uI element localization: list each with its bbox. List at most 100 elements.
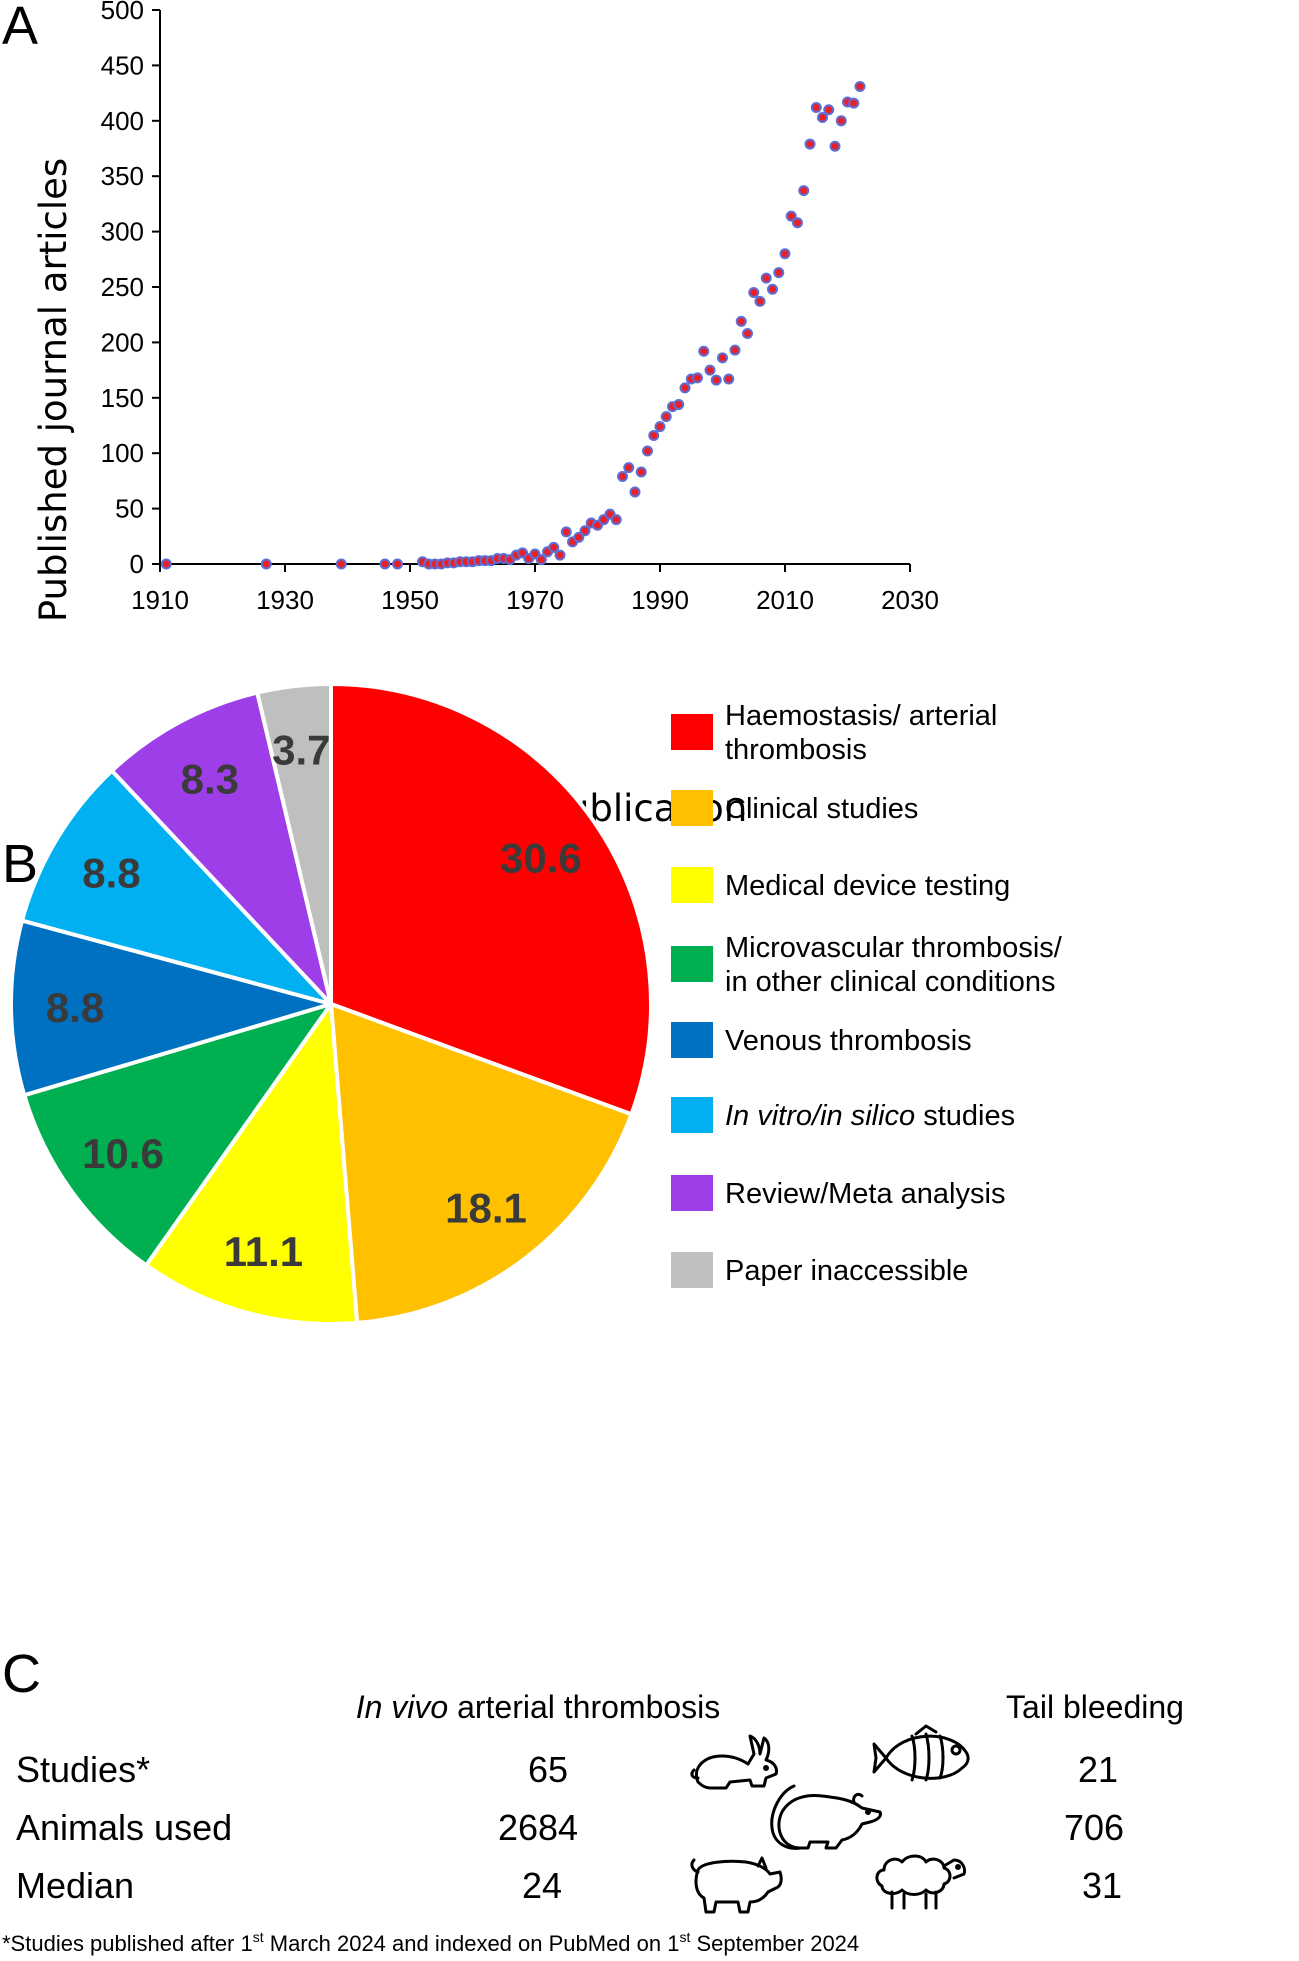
pie-slice <box>329 1002 634 1325</box>
y-tick-label: 500 <box>101 0 144 25</box>
row-value-studies-in-vivo: 65 <box>528 1749 568 1790</box>
data-point <box>717 352 728 364</box>
pig-icon <box>690 1856 783 1914</box>
column-header-in-vivo-italic: In vivo <box>356 1689 457 1725</box>
row-value-studies-tail: 21 <box>1078 1749 1118 1790</box>
data-point <box>729 344 741 356</box>
y-tick-label: 50 <box>115 494 144 524</box>
data-point <box>698 345 710 357</box>
data-point <box>754 295 766 307</box>
y-tick-label: 300 <box>101 217 144 247</box>
panel-a-letter: A <box>2 0 38 56</box>
data-point <box>742 328 753 340</box>
legend-label: Venous thrombosis <box>725 1025 972 1057</box>
data-point <box>817 111 828 123</box>
row-value-median-in-vivo: 24 <box>522 1865 562 1906</box>
pie-chart: 30.6 18.1 11.1 10.6 8.8 8.8 8.3 3.7 Haemostasis… <box>9 682 1063 1326</box>
sheep-icon <box>875 1854 966 1910</box>
pie-slice-label: 8.3 <box>181 756 239 803</box>
data-point <box>760 272 772 284</box>
x-tick-label: 1990 <box>631 585 689 615</box>
y-tick-label: 150 <box>101 383 144 413</box>
fish-icon <box>872 1724 970 1782</box>
data-point <box>260 558 272 570</box>
data-point <box>723 373 735 385</box>
x-tick-label: 1950 <box>381 585 439 615</box>
pie-slice-label: 8.8 <box>82 849 140 896</box>
legend-label: In vitro/in silico studies <box>725 1100 1015 1132</box>
data-point <box>548 541 560 553</box>
data-point <box>610 514 622 526</box>
data-point <box>848 97 860 109</box>
data-point <box>710 374 722 386</box>
pie-slice-label: 10.6 <box>82 1130 164 1177</box>
data-point <box>748 287 760 299</box>
legend-swatch <box>671 790 713 826</box>
row-label-studies: Studies* <box>16 1749 150 1790</box>
column-header-tail-bleeding-plain: Tail bleeding <box>1006 1689 1184 1725</box>
data-point <box>623 462 635 474</box>
data-point <box>654 421 666 433</box>
data-point <box>660 411 672 423</box>
legend-swatch <box>671 714 713 750</box>
row-value-median-tail: 31 <box>1082 1865 1122 1906</box>
pie-slice-label: 18.1 <box>445 1185 527 1232</box>
data-point <box>573 531 585 543</box>
y-tick-label: 250 <box>101 272 144 302</box>
footnote-part-2: March 2024 and indexed on PubMed on 1 <box>264 1931 680 1956</box>
x-tick-label: 2030 <box>881 585 939 615</box>
pie-slice-label: 3.7 <box>272 727 330 774</box>
y-tick-label: 100 <box>101 438 144 468</box>
footnote-sup-1: st <box>253 1929 264 1945</box>
y-tick-label: 350 <box>101 161 144 191</box>
pie-slice-label: 8.8 <box>46 984 104 1031</box>
x-tick-label: 1910 <box>131 585 189 615</box>
legend-label: Microvascular thrombosis/in other clinic… <box>725 932 1063 998</box>
data-point <box>392 558 403 570</box>
scatter-axes <box>159 10 910 565</box>
animal-study-table: In vivo arterial thrombosis Tail bleedin… <box>2 1689 1184 1956</box>
data-point <box>535 554 547 566</box>
legend-label: Review/Meta analysis <box>725 1178 1005 1210</box>
legend-label: Paper inaccessible <box>725 1255 968 1287</box>
legend-swatch <box>671 867 713 903</box>
data-point <box>785 210 797 222</box>
row-value-animals-tail: 706 <box>1064 1807 1124 1848</box>
pie-slice-label: 11.1 <box>224 1228 303 1275</box>
pie-slice <box>9 918 333 1098</box>
legend-label: Clinical studies <box>725 793 918 825</box>
legend-label: Haemostasis/ arterial thrombosis <box>725 700 997 766</box>
x-tick-label: 1930 <box>256 585 314 615</box>
data-point <box>854 80 866 92</box>
pie-legend: Haemostasis/ arterial thrombosis Clinical … <box>671 700 1063 1288</box>
pie-slice <box>22 1002 333 1268</box>
data-point <box>773 267 785 279</box>
x-axis-ticks: 1910 1930 1950 1970 1990 2010 2030 <box>131 564 939 615</box>
footnote-part-1: *Studies published after 1 <box>2 1931 253 1956</box>
row-value-animals-in-vivo: 2684 <box>498 1807 578 1848</box>
row-label-median: Median <box>16 1865 134 1906</box>
x-tick-label: 2010 <box>756 585 814 615</box>
panel-c-letter: C <box>2 1644 41 1704</box>
data-point <box>648 429 660 441</box>
rat-icon <box>770 1784 882 1850</box>
y-tick-label: 400 <box>101 106 144 136</box>
data-point <box>642 445 653 457</box>
column-header-tail-bleeding: Tail bleeding <box>1006 1689 1184 1725</box>
y-tick-label: 450 <box>101 50 144 80</box>
data-point <box>810 102 822 114</box>
legend-swatch <box>671 1175 713 1211</box>
footnote-sup-2: st <box>679 1929 690 1945</box>
pie-slice <box>255 682 333 1006</box>
pie-slice <box>20 768 333 1006</box>
legend-swatch <box>671 1097 713 1133</box>
pie-slice <box>329 682 653 1117</box>
data-point <box>704 364 716 376</box>
y-axis-label: Published journal articles <box>32 158 75 622</box>
y-tick-label: 200 <box>101 327 144 357</box>
pie-slice-label: 30.6 <box>500 834 582 881</box>
data-point <box>823 104 835 116</box>
y-tick-label: 0 <box>130 549 144 579</box>
y-axis-ticks: 0 50 100 150 200 250 300 350 400 450 500 <box>101 0 160 579</box>
